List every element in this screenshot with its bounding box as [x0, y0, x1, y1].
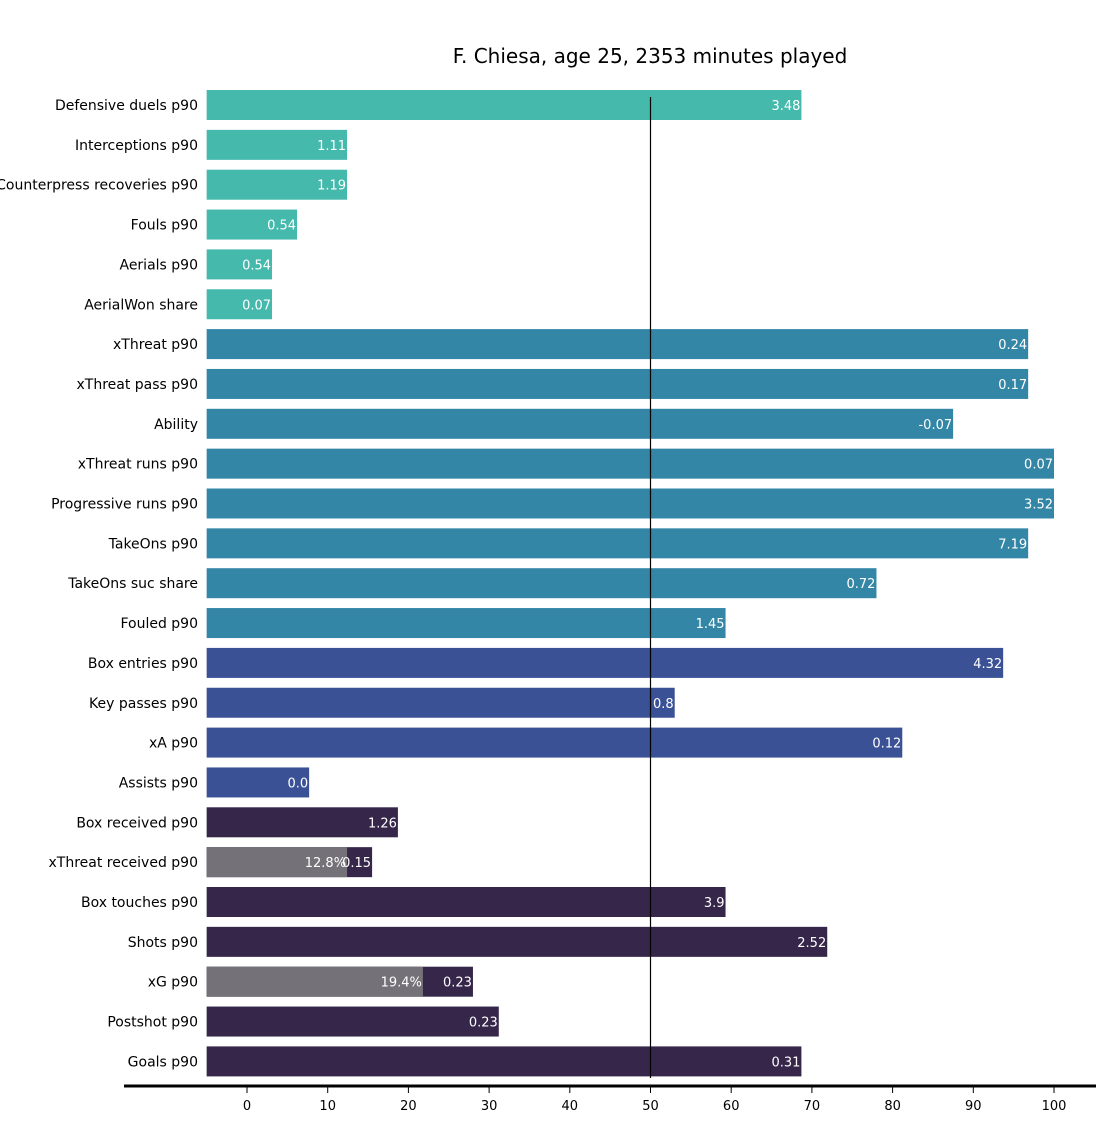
y-label-xa-p90: xA p90 — [149, 736, 198, 752]
value-label-shots-p90: 2.52 — [797, 936, 826, 951]
overlay-bar-xg-p90 — [206, 966, 423, 997]
y-label-box-touches-p90: Box touches p90 — [81, 895, 198, 911]
x-tick-label-20: 20 — [400, 1099, 417, 1114]
value-label-assists-p90: 0.0 — [287, 776, 308, 791]
y-label-xthreat-received-p90: xThreat received p90 — [49, 855, 199, 871]
bar-postshot-p90 — [206, 1006, 499, 1037]
x-tick-label-30: 30 — [481, 1099, 498, 1114]
y-label-xthreat-p90: xThreat p90 — [113, 337, 198, 353]
bar-assists-p90 — [206, 767, 310, 798]
x-tick-label-90: 90 — [965, 1099, 982, 1114]
y-label-ability: Ability — [154, 417, 198, 433]
bar-box-touches-p90 — [206, 887, 726, 917]
value-label-aerialwon-share: 0.07 — [242, 298, 271, 313]
bar-interceptions-p90 — [206, 129, 348, 160]
y-label-box-entries-p90: Box entries p90 — [88, 656, 198, 672]
overlay-bar-xthreat-received-p90 — [206, 847, 348, 878]
bar-key-passes-p90 — [206, 687, 675, 718]
bar-counterpress-recoveries-p90 — [206, 169, 348, 200]
y-label-key-passes-p90: Key passes p90 — [89, 696, 198, 712]
value-label-ability: -0.07 — [918, 418, 952, 433]
value-label-interceptions-p90: 1.11 — [317, 139, 346, 154]
y-label-defensive-duels-p90: Defensive duels p90 — [55, 98, 198, 114]
y-label-shots-p90: Shots p90 — [128, 935, 198, 951]
value-label-goals-p90: 0.31 — [771, 1055, 800, 1070]
y-label-xg-p90: xG p90 — [148, 975, 198, 991]
y-label-assists-p90: Assists p90 — [119, 775, 198, 791]
bar-aerialwon-share — [206, 289, 273, 320]
x-tick-label-60: 60 — [723, 1099, 740, 1114]
value-label-takeons-p90: 7.19 — [998, 537, 1027, 552]
value-label-xa-p90: 0.12 — [872, 737, 901, 752]
bar-progressive-runs-p90 — [206, 488, 1054, 519]
y-label-xthreat-pass-p90: xThreat pass p90 — [77, 377, 199, 393]
value-label-key-passes-p90: 0.8 — [653, 697, 674, 712]
bar-fouls-p90 — [206, 209, 298, 240]
y-label-progressive-runs-p90: Progressive runs p90 — [51, 497, 198, 513]
y-label-xthreat-runs-p90: xThreat runs p90 — [78, 457, 198, 473]
bar-fouled-p90 — [206, 608, 726, 639]
value-label-progressive-runs-p90: 3.52 — [1024, 498, 1053, 513]
value-label-xthreat-p90: 0.24 — [998, 338, 1027, 353]
value-label-postshot-p90: 0.23 — [469, 1016, 498, 1031]
y-label-aerialwon-share: AerialWon share — [84, 297, 198, 313]
bars-group: 3.48 1.11 1.19 0.54 0.54 0.07 0.24 0.17 -0.07 0.0… — [206, 90, 1054, 1077]
y-label-takeons-p90: TakeOns p90 — [108, 536, 198, 552]
y-label-aerials-p90: Aerials p90 — [119, 257, 198, 273]
x-tick-label-80: 80 — [884, 1099, 901, 1114]
bar-takeons-suc-share — [206, 568, 877, 599]
overlay-label-xg-p90: 19.4% — [381, 976, 422, 991]
x-tick-label-40: 40 — [562, 1099, 579, 1114]
value-label-fouled-p90: 1.45 — [696, 617, 725, 632]
x-tick-label-0: 0 — [243, 1099, 251, 1114]
value-label-box-entries-p90: 4.32 — [973, 657, 1002, 672]
y-axis-labels: Defensive duels p90 Interceptions p90 Coun… — [0, 98, 198, 1070]
bar-defensive-duels-p90 — [206, 90, 802, 120]
x-axis-ticks: 0 10 20 30 40 50 60 70 80 90 100 — [243, 1087, 1067, 1114]
value-label-xg-p90: 0.23 — [443, 976, 472, 991]
bar-takeons-p90 — [206, 528, 1029, 559]
value-label-defensive-duels-p90: 3.48 — [771, 99, 800, 114]
x-tick-label-100: 100 — [1042, 1099, 1067, 1114]
x-tick-label-70: 70 — [804, 1099, 821, 1114]
value-label-box-received-p90: 1.26 — [368, 816, 397, 831]
bar-xthreat-pass-p90 — [206, 368, 1029, 399]
value-label-xthreat-pass-p90: 0.17 — [998, 378, 1027, 393]
bar-ability — [206, 408, 954, 439]
x-tick-label-10: 10 — [319, 1099, 336, 1114]
y-label-fouled-p90: Fouled p90 — [120, 616, 198, 632]
y-label-postshot-p90: Postshot p90 — [107, 1015, 198, 1031]
y-label-box-received-p90: Box received p90 — [76, 815, 198, 831]
y-label-counterpress-recoveries-p90: Counterpress recoveries p90 — [0, 178, 198, 194]
chart-title: F. Chiesa, age 25, 2353 minutes played — [453, 44, 848, 68]
overlay-label-xthreat-received-p90: 12.8% — [305, 856, 346, 871]
bar-aerials-p90 — [206, 249, 273, 280]
bar-box-received-p90 — [206, 807, 398, 838]
value-label-takeons-suc-share: 0.72 — [847, 577, 876, 592]
bar-goals-p90 — [206, 1046, 802, 1077]
y-label-takeons-suc-share: TakeOns suc share — [67, 576, 198, 592]
y-label-goals-p90: Goals p90 — [128, 1054, 198, 1070]
value-label-xthreat-runs-p90: 0.07 — [1024, 458, 1053, 473]
value-label-xthreat-received-p90: 0.15 — [342, 856, 371, 871]
bar-shots-p90 — [206, 926, 828, 957]
value-label-counterpress-recoveries-p90: 1.19 — [317, 179, 346, 194]
value-label-aerials-p90: 0.54 — [242, 258, 271, 273]
bar-box-entries-p90 — [206, 647, 1004, 678]
bar-xa-p90 — [206, 727, 903, 758]
bar-xthreat-p90 — [206, 329, 1029, 360]
bar-xthreat-runs-p90 — [206, 448, 1054, 479]
y-label-interceptions-p90: Interceptions p90 — [75, 138, 198, 154]
value-label-box-touches-p90: 3.9 — [704, 896, 725, 911]
y-label-fouls-p90: Fouls p90 — [131, 218, 198, 234]
value-label-fouls-p90: 0.54 — [267, 219, 296, 234]
x-tick-label-50: 50 — [642, 1099, 659, 1114]
